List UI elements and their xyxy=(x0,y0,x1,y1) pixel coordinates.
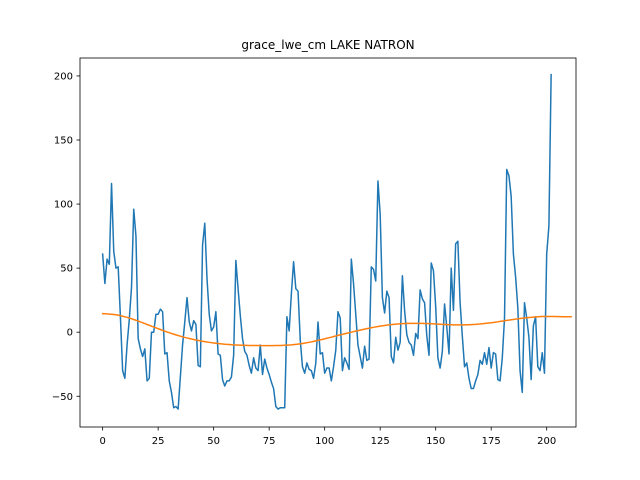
x-tick-label: 200 xyxy=(537,436,556,447)
x-tick-label: 0 xyxy=(99,436,105,447)
plot-background xyxy=(80,58,576,427)
plot-frame xyxy=(79,57,577,428)
x-tick-label: 75 xyxy=(263,436,276,447)
y-tick-label: 100 xyxy=(54,200,73,211)
x-tick-label: 175 xyxy=(482,436,501,447)
x-tick-label: 125 xyxy=(371,436,390,447)
series-line-2 xyxy=(101,312,572,347)
y-tick-label: −50 xyxy=(52,392,73,403)
y-axis: −50 0 50 100 150 200 xyxy=(52,71,80,403)
x-axis: 0 25 50 75 100 125 150 175 200 xyxy=(99,427,556,447)
x-tick-label: 150 xyxy=(426,436,445,447)
y-tick-label: 0 xyxy=(67,328,73,339)
x-tick-label: 100 xyxy=(315,436,334,447)
x-tick-label: 50 xyxy=(207,436,220,447)
y-tick-label: 50 xyxy=(60,264,73,275)
x-tick-label: 25 xyxy=(152,436,165,447)
series-layer xyxy=(101,73,572,410)
y-tick-label: 200 xyxy=(54,71,73,82)
y-tick-label: 150 xyxy=(54,136,73,147)
chart-title: grace_lwe_cm LAKE NATRON xyxy=(241,38,414,52)
series-line-1 xyxy=(101,73,552,410)
plot-area xyxy=(79,57,577,428)
